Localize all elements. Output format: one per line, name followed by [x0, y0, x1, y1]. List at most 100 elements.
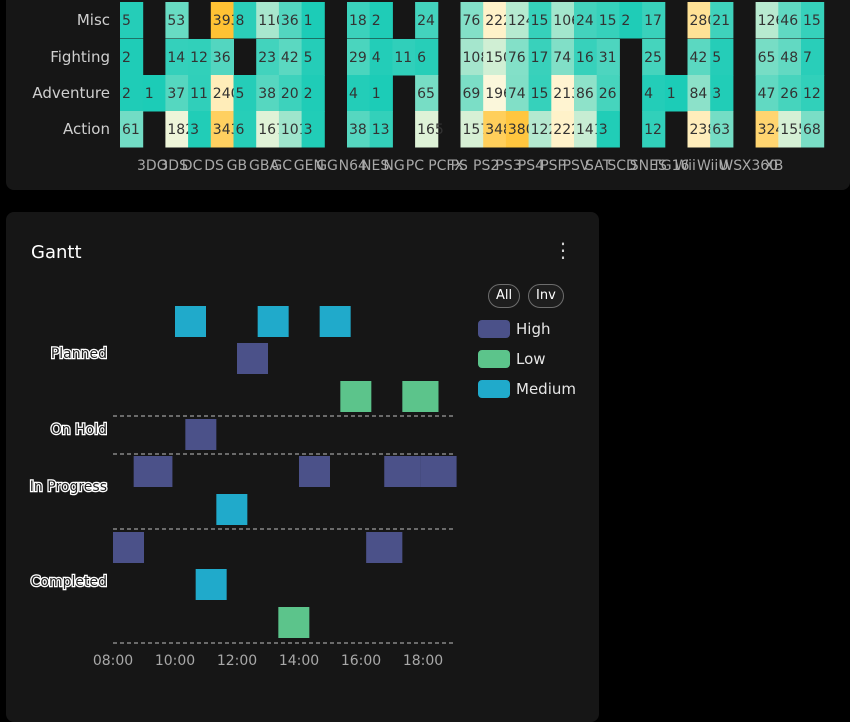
heatmap-cell[interactable]: [801, 39, 825, 76]
heatmap-cell[interactable]: [256, 75, 280, 112]
heatmap-cell[interactable]: [755, 111, 779, 148]
gantt-task-bar[interactable]: [216, 494, 248, 525]
heatmap-cell[interactable]: [256, 111, 280, 148]
heatmap-cell[interactable]: [301, 111, 325, 148]
heatmap-cell[interactable]: [165, 75, 189, 112]
heatmap-cell[interactable]: [505, 75, 530, 112]
heatmap-cell[interactable]: [120, 75, 144, 112]
heatmap-cell[interactable]: [301, 75, 325, 112]
gantt-task-bar[interactable]: [319, 306, 351, 337]
heatmap-cell[interactable]: [574, 75, 598, 112]
gantt-task-bar[interactable]: [340, 381, 372, 412]
legend-item-low[interactable]: Low: [478, 349, 546, 369]
heatmap-cell[interactable]: [415, 75, 439, 112]
heatmap-cell[interactable]: [642, 111, 666, 148]
heatmap-cell[interactable]: [233, 2, 257, 39]
heatmap-cell[interactable]: [778, 2, 802, 39]
heatmap-cell[interactable]: [120, 2, 144, 39]
heatmap-cell[interactable]: [210, 2, 234, 39]
gantt-task-bar[interactable]: [113, 532, 144, 563]
legend-all-button[interactable]: All: [488, 284, 521, 308]
heatmap-cell[interactable]: [369, 111, 393, 148]
heatmap-cell[interactable]: [619, 2, 643, 39]
heatmap-cell[interactable]: [278, 2, 303, 39]
heatmap-cell[interactable]: [687, 75, 711, 112]
heatmap-cell[interactable]: [687, 111, 711, 148]
heatmap-cell[interactable]: [256, 2, 280, 39]
heatmap-cell[interactable]: [574, 2, 598, 39]
heatmap-cell[interactable]: [778, 39, 802, 76]
heatmap-cell[interactable]: [801, 2, 825, 39]
heatmap-cell[interactable]: [596, 75, 620, 112]
heatmap-cell[interactable]: [505, 2, 530, 39]
heatmap-cell[interactable]: [483, 111, 507, 148]
heatmap-cell[interactable]: [278, 39, 303, 76]
heatmap-cell[interactable]: [120, 39, 144, 76]
gantt-task-bar[interactable]: [384, 456, 421, 487]
heatmap-cell[interactable]: [210, 111, 234, 148]
heatmap-cell[interactable]: [642, 75, 666, 112]
heatmap-cell[interactable]: [710, 2, 734, 39]
heatmap-cell[interactable]: [369, 75, 393, 112]
heatmap-cell[interactable]: [483, 75, 507, 112]
heatmap-cell[interactable]: [778, 75, 802, 112]
heatmap-cell[interactable]: [596, 111, 620, 148]
heatmap-cell[interactable]: [460, 2, 484, 39]
heatmap-cell[interactable]: [755, 2, 779, 39]
heatmap-cell[interactable]: [801, 75, 825, 112]
heatmap-cell[interactable]: [165, 111, 189, 148]
heatmap-cell[interactable]: [301, 2, 325, 39]
heatmap-cell[interactable]: [574, 39, 598, 76]
legend-item-high[interactable]: High: [478, 319, 550, 339]
heatmap-cell[interactable]: [664, 75, 688, 112]
heatmap-cell[interactable]: [551, 75, 575, 112]
heatmap-cell[interactable]: [188, 39, 212, 76]
heatmap-cell[interactable]: [505, 39, 530, 76]
heatmap-cell[interactable]: [642, 2, 666, 39]
heatmap-cell[interactable]: [347, 75, 371, 112]
gantt-task-bar[interactable]: [185, 419, 217, 450]
heatmap-cell[interactable]: [278, 111, 303, 148]
heatmap-cell[interactable]: [460, 75, 484, 112]
heatmap-cell[interactable]: [415, 39, 439, 76]
heatmap-cell[interactable]: [642, 39, 666, 76]
gantt-task-bar[interactable]: [195, 569, 227, 600]
heatmap-cell[interactable]: [596, 2, 620, 39]
heatmap-cell[interactable]: [551, 2, 575, 39]
gantt-task-bar[interactable]: [366, 532, 403, 563]
heatmap-cell[interactable]: [460, 39, 484, 76]
heatmap-cell[interactable]: [210, 75, 234, 112]
heatmap-cell[interactable]: [392, 39, 416, 76]
heatmap-cell[interactable]: [483, 39, 507, 76]
heatmap-cell[interactable]: [710, 111, 734, 148]
heatmap-cell[interactable]: [574, 111, 598, 148]
gantt-task-bar[interactable]: [278, 607, 310, 638]
heatmap-cell[interactable]: [505, 111, 530, 148]
gantt-task-bar[interactable]: [237, 343, 268, 374]
heatmap-cell[interactable]: [165, 39, 189, 76]
heatmap-cell[interactable]: [483, 2, 507, 39]
gantt-task-bar[interactable]: [175, 306, 206, 337]
heatmap-cell[interactable]: [188, 111, 212, 148]
heatmap-cell[interactable]: [415, 111, 439, 148]
heatmap-cell[interactable]: [256, 39, 280, 76]
heatmap-cell[interactable]: [460, 111, 484, 148]
heatmap-cell[interactable]: [369, 39, 393, 76]
heatmap-cell[interactable]: [528, 111, 552, 148]
heatmap-cell[interactable]: [188, 75, 212, 112]
legend-item-medium[interactable]: Medium: [478, 379, 576, 399]
heatmap-cell[interactable]: [369, 2, 393, 39]
heatmap-cell[interactable]: [210, 39, 234, 76]
heatmap-cell[interactable]: [233, 75, 257, 112]
heatmap-cell[interactable]: [687, 39, 711, 76]
heatmap-cell[interactable]: [778, 111, 802, 148]
heatmap-cell[interactable]: [596, 39, 620, 76]
heatmap-cell[interactable]: [528, 75, 552, 112]
heatmap-cell[interactable]: [347, 39, 371, 76]
heatmap-cell[interactable]: [528, 2, 552, 39]
heatmap-cell[interactable]: [710, 39, 734, 76]
gantt-task-bar[interactable]: [257, 306, 289, 337]
heatmap-cell[interactable]: [755, 75, 779, 112]
gantt-task-bar[interactable]: [299, 456, 330, 487]
gantt-task-bar[interactable]: [402, 381, 439, 412]
